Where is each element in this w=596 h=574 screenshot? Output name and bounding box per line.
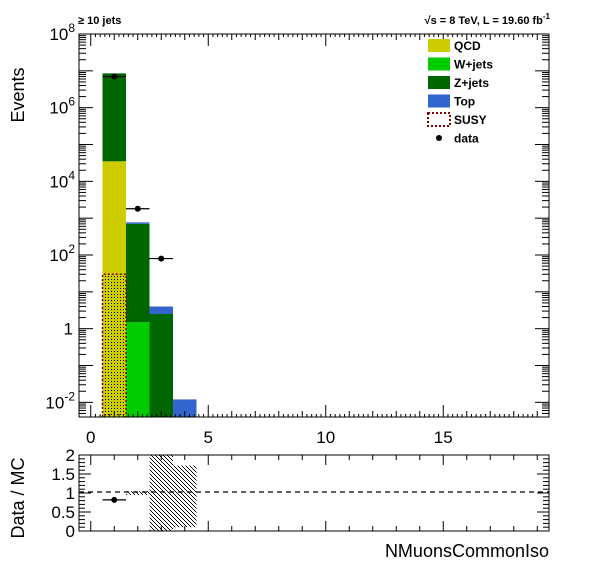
- ratio-axes: 00.511.52: [51, 446, 549, 541]
- ratio-point-1: [111, 496, 118, 503]
- bar-susy-outline-bin-1: [101, 273, 127, 417]
- bar-zjets-bin-2: [126, 223, 150, 323]
- ratio-y-tick-label: 0: [66, 522, 75, 541]
- legend-label: Z+jets: [454, 76, 489, 90]
- x-tick-label: 5: [204, 428, 213, 447]
- legend-marker-qcd: [428, 39, 450, 52]
- main-y-axis-title: Events: [8, 67, 28, 122]
- ratio-y-tick-label: 0.5: [51, 503, 75, 522]
- bar-zjets-bin-3: [149, 314, 173, 417]
- y-tick-label: 104: [49, 168, 75, 191]
- data-point-2: [134, 205, 141, 212]
- bar-susy-fill-bin-1: [102, 274, 126, 417]
- ratio-uncertainty-band: [126, 455, 197, 531]
- bar-top-bin-3: [149, 306, 173, 315]
- x-tick-label: 10: [316, 428, 335, 447]
- main-plot-frame: [78, 33, 550, 418]
- main-bars: [101, 73, 197, 417]
- legend-label: data: [454, 132, 479, 146]
- legend-label: SUSY: [454, 113, 487, 127]
- x-axis-title: NMuonsCommonIso: [385, 541, 549, 561]
- y-tick-label: 102: [49, 242, 75, 265]
- ratio-y-tick-label: 1.5: [51, 465, 75, 484]
- ratio-band-bin-4: [173, 465, 197, 528]
- legend-label: Top: [454, 95, 475, 109]
- x-tick-label: 15: [434, 428, 453, 447]
- data-point-3: [158, 255, 165, 262]
- bar-top-bin-2: [126, 222, 150, 224]
- ratio-data-points: [102, 496, 126, 503]
- header-left: ≥ 10 jets: [78, 15, 121, 27]
- bar-wjets-bin-2: [126, 322, 150, 417]
- ratio-y-tick-label: 2: [66, 446, 75, 465]
- legend-marker-top: [428, 94, 450, 108]
- legend-marker-zjets: [428, 76, 450, 89]
- main-data-points: [102, 73, 173, 262]
- data-point-1: [111, 73, 118, 80]
- ratio-band-bin-3: [149, 455, 173, 531]
- legend-marker-wjets: [428, 57, 450, 71]
- legend-marker-data: [436, 135, 442, 141]
- main-axes: 0 5 10 15 10-2 1 102 104 106 108: [45, 21, 549, 447]
- legend-label: W+jets: [454, 58, 493, 72]
- x-tick-label: 0: [86, 428, 95, 447]
- y-tick-label: 108: [49, 21, 75, 44]
- ratio-band-bin-2: [126, 491, 150, 495]
- legend: QCD W+jets Z+jets Top SUSY data: [427, 39, 493, 146]
- legend-marker-susy: [427, 112, 451, 127]
- bar-zjets-bin-1: [102, 73, 126, 162]
- y-tick-label: 106: [49, 95, 75, 118]
- y-tick-label: 1: [64, 320, 73, 339]
- ratio-y-axis-title: Data / MC: [8, 457, 28, 538]
- ratio-y-tick-label: 1: [66, 484, 75, 503]
- y-tick-label: 10-2: [45, 389, 75, 412]
- legend-label: QCD: [454, 39, 481, 53]
- bar-top-bin-4: [173, 399, 197, 417]
- header-right: √s = 8 TeV, L = 19.60 fb-1: [425, 12, 551, 27]
